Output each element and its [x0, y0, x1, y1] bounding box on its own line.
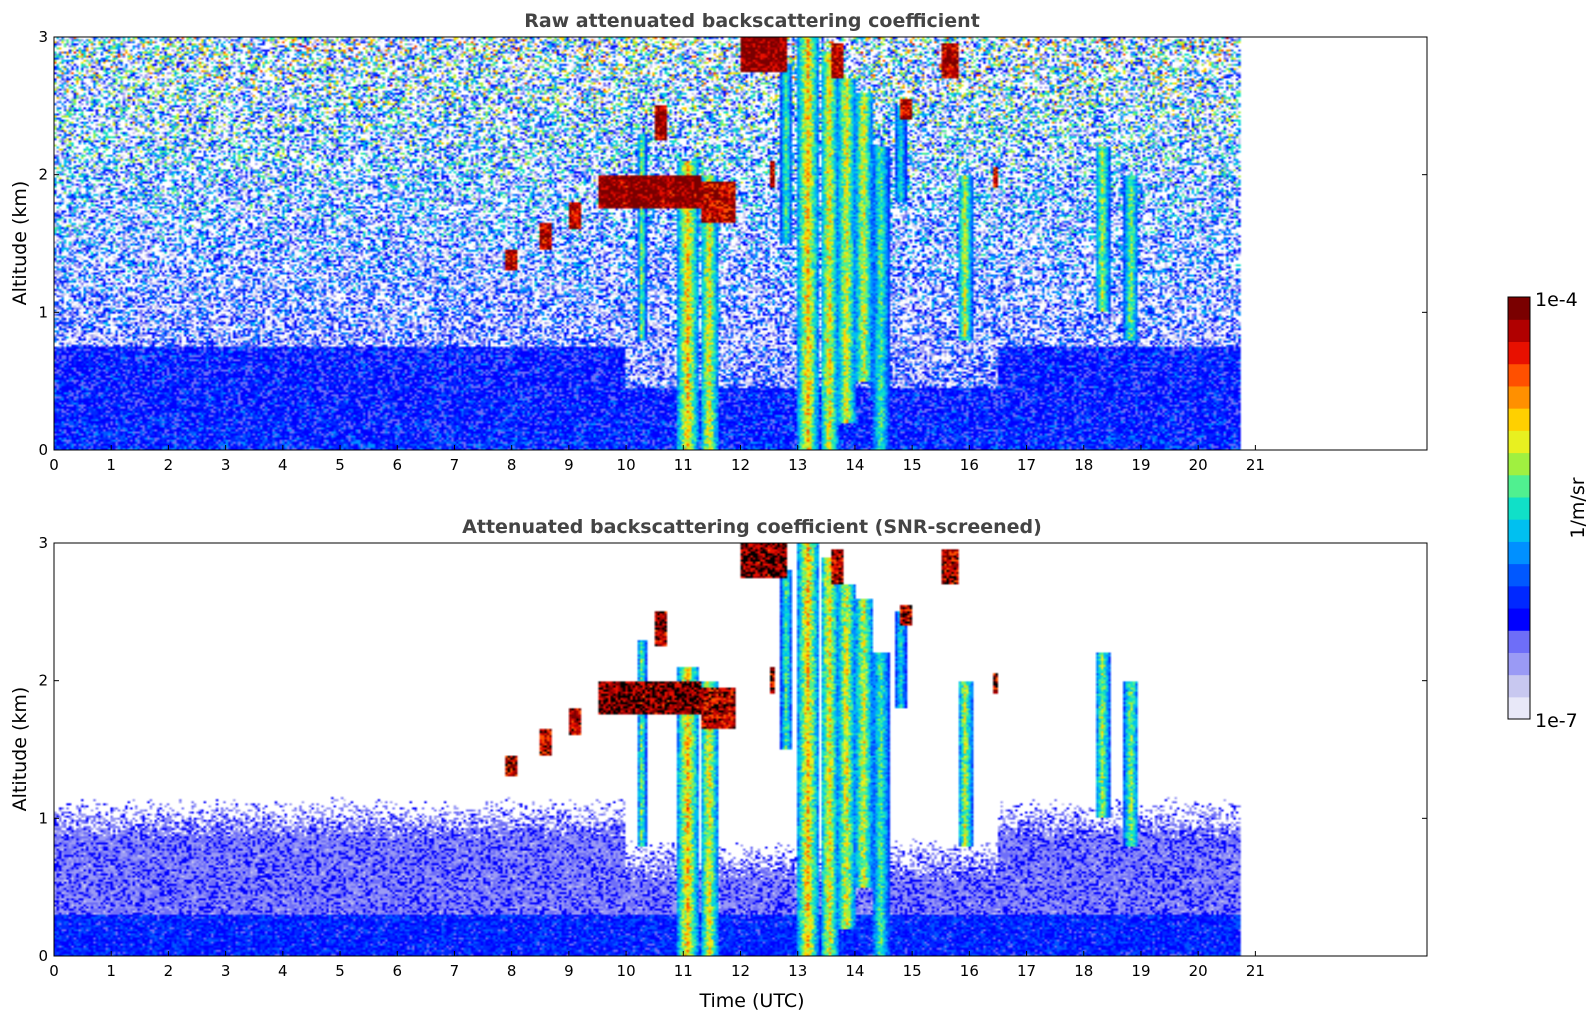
x-tick-label: 19 [1131, 456, 1150, 474]
colorbar-step [1508, 519, 1530, 542]
colorbar-min-label: 1e-7 [1535, 710, 1578, 732]
x-tick-label: 11 [674, 962, 693, 980]
y-tick-label: 1 [38, 809, 48, 827]
colorbar-step [1508, 385, 1530, 409]
colorbar-step [1508, 607, 1530, 631]
x-axis-label: Time (UTC) [698, 990, 804, 1012]
x-tick-label: 21 [1246, 962, 1265, 980]
x-tick-label: 2 [164, 456, 174, 474]
x-tick-label: 6 [392, 962, 402, 980]
y-tick-label: 3 [38, 28, 48, 46]
colorbar: 1e-4 1e-7 1/m/sr [1507, 289, 1589, 732]
backscatter-heatmap [54, 543, 1427, 956]
x-tick-label: 1 [106, 456, 116, 474]
colorbar-step [1508, 585, 1530, 609]
y-tick-label: 3 [38, 534, 48, 552]
x-tick-label: 3 [221, 962, 231, 980]
colorbar-step [1508, 452, 1530, 476]
colorbar-step [1508, 297, 1530, 320]
x-tick-label: 20 [1189, 962, 1208, 980]
y-axis-ticks: 0 1 2 3 [38, 28, 1427, 459]
colorbar-step [1508, 674, 1530, 698]
x-tick-label: 0 [49, 962, 59, 980]
x-tick-label: 0 [49, 456, 59, 474]
x-tick-label: 13 [788, 456, 807, 474]
colorbar-step [1508, 341, 1530, 365]
x-axis-ticks: 0 1 2 3 4 5 6 7 8 9 10 11 12 13 14 15 16 17 18 19 20 21 [49, 445, 1265, 474]
x-tick-label: 13 [788, 962, 807, 980]
x-axis-ticks: 0 1 2 3 4 5 6 7 8 9 10 11 12 13 14 15 16 17 18 19 20 21 [49, 951, 1265, 980]
x-tick-label: 10 [617, 962, 636, 980]
x-tick-label: 6 [392, 456, 402, 474]
panel-title: Attenuated backscattering coefficient (S… [462, 516, 1042, 538]
raw-backscatter-panel: Raw attenuated backscattering coefficien… [9, 10, 1428, 474]
y-tick-label: 1 [38, 303, 48, 321]
colorbar-step [1508, 363, 1530, 387]
x-tick-label: 20 [1189, 456, 1208, 474]
y-axis-label: Altitude (km) [9, 181, 31, 306]
colorbar-step [1508, 630, 1530, 653]
x-tick-label: 15 [903, 456, 922, 474]
x-tick-label: 9 [564, 456, 574, 474]
x-tick-label: 18 [1074, 456, 1093, 474]
y-tick-label: 0 [38, 947, 48, 965]
x-tick-label: 9 [564, 962, 574, 980]
colorbar-step [1508, 541, 1530, 565]
panel-title: Raw attenuated backscattering coefficien… [524, 10, 980, 32]
x-tick-label: 14 [845, 962, 864, 980]
x-tick-label: 5 [335, 962, 345, 980]
y-axis-label: Altitude (km) [9, 687, 31, 812]
y-axis-ticks: 0 1 2 3 [38, 534, 1427, 965]
y-tick-label: 0 [38, 441, 48, 459]
backscatter-heatmap [54, 37, 1427, 450]
colorbar-gradient [1508, 297, 1530, 720]
colorbar-step [1508, 430, 1530, 454]
x-tick-label: 10 [617, 456, 636, 474]
colorbar-unit-label: 1/m/sr [1567, 477, 1589, 538]
x-tick-label: 17 [1017, 456, 1036, 474]
x-tick-label: 11 [674, 456, 693, 474]
x-tick-label: 12 [731, 962, 750, 980]
x-tick-label: 16 [960, 962, 979, 980]
x-tick-label: 14 [845, 456, 864, 474]
snr-screened-backscatter-panel: Attenuated backscattering coefficient (S… [9, 516, 1428, 1012]
y-tick-label: 2 [38, 166, 48, 184]
colorbar-step [1508, 319, 1530, 343]
x-tick-label: 5 [335, 456, 345, 474]
x-tick-label: 7 [450, 456, 460, 474]
x-tick-label: 19 [1131, 962, 1150, 980]
colorbar-max-label: 1e-4 [1535, 289, 1578, 311]
x-tick-label: 21 [1246, 456, 1265, 474]
colorbar-step [1508, 696, 1530, 720]
x-tick-label: 4 [278, 456, 288, 474]
x-tick-label: 8 [507, 456, 517, 474]
colorbar-step [1508, 496, 1530, 520]
x-tick-label: 7 [450, 962, 460, 980]
colorbar-frame [1507, 296, 1531, 720]
colorbar-step [1508, 408, 1530, 431]
x-tick-label: 3 [221, 456, 231, 474]
colorbar-step [1508, 474, 1530, 498]
colorbar-step [1508, 563, 1530, 587]
x-tick-label: 16 [960, 456, 979, 474]
x-tick-label: 8 [507, 962, 517, 980]
x-tick-label: 12 [731, 456, 750, 474]
y-tick-label: 2 [38, 672, 48, 690]
x-tick-label: 15 [903, 962, 922, 980]
x-tick-label: 1 [106, 962, 116, 980]
x-tick-label: 17 [1017, 962, 1036, 980]
colorbar-step [1508, 652, 1530, 676]
x-tick-label: 2 [164, 962, 174, 980]
x-tick-label: 18 [1074, 962, 1093, 980]
x-tick-label: 4 [278, 962, 288, 980]
